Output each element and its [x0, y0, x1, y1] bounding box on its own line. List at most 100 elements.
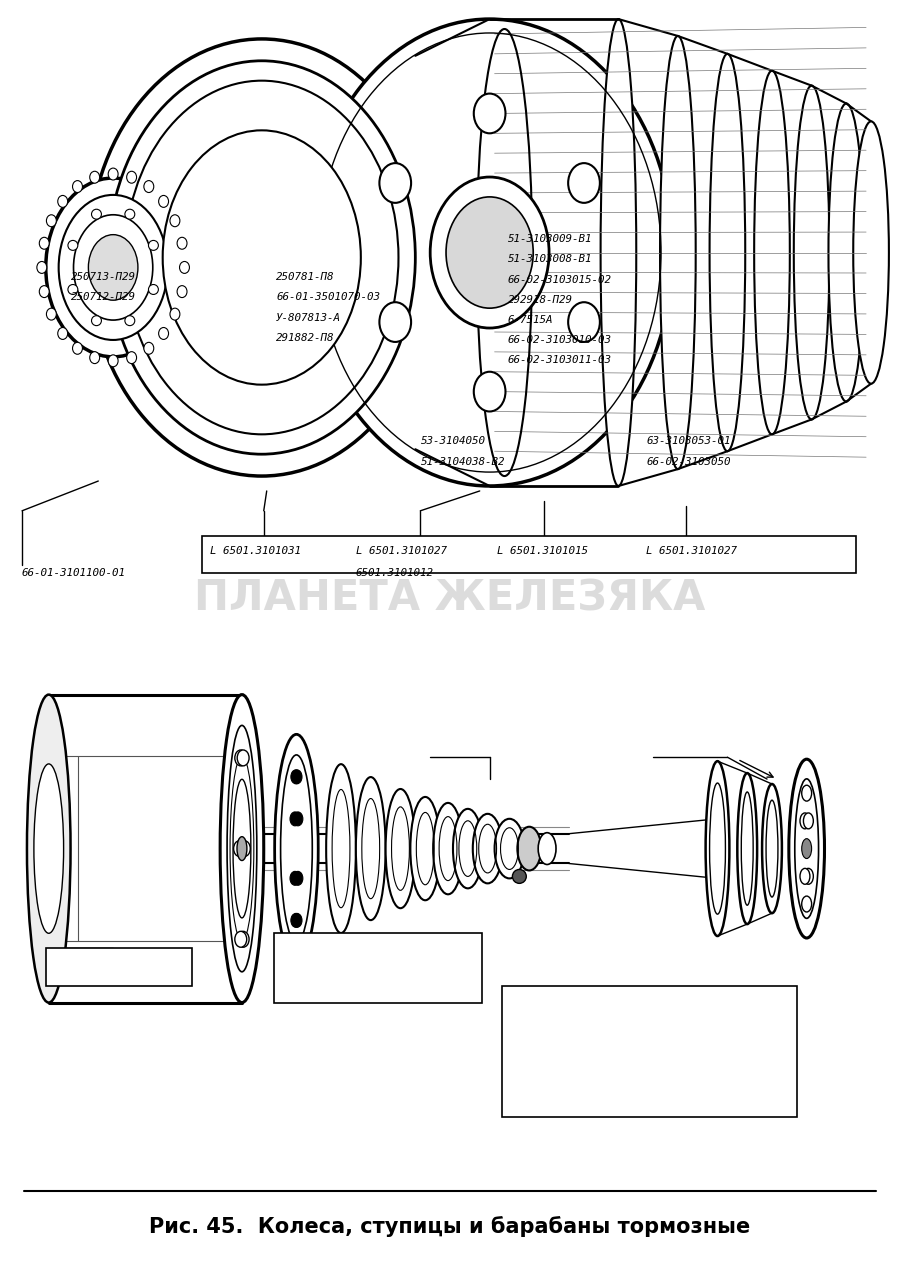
Ellipse shape	[292, 812, 303, 826]
Text: 66-02-3103011-03: 66-02-3103011-03	[508, 355, 612, 365]
Ellipse shape	[453, 809, 482, 888]
Text: 51-3103008-В1: 51-3103008-В1	[508, 254, 592, 265]
Ellipse shape	[804, 869, 814, 884]
Text: 53-3104050: 53-3104050	[421, 436, 487, 446]
Ellipse shape	[802, 785, 812, 801]
Ellipse shape	[709, 53, 745, 452]
Ellipse shape	[58, 327, 68, 340]
Ellipse shape	[68, 240, 77, 251]
Text: 6-7515А: 6-7515А	[508, 315, 554, 326]
Bar	[46, 948, 193, 986]
Text: Рис. 45.  Колеса, ступицы и барабаны тормозные: Рис. 45. Колеса, ступицы и барабаны торм…	[149, 1216, 751, 1236]
Ellipse shape	[804, 813, 814, 829]
Text: 66-02-3103015-02: 66-02-3103015-02	[508, 275, 612, 285]
Ellipse shape	[235, 750, 247, 766]
Ellipse shape	[88, 234, 138, 300]
Bar	[274, 934, 482, 1002]
Ellipse shape	[158, 196, 168, 207]
Ellipse shape	[737, 773, 757, 923]
Ellipse shape	[754, 71, 790, 434]
Ellipse shape	[430, 177, 549, 328]
Text: У-807813-А: У-807813-А	[276, 313, 341, 323]
Ellipse shape	[853, 121, 889, 384]
Ellipse shape	[177, 286, 187, 298]
Ellipse shape	[235, 931, 247, 948]
Ellipse shape	[125, 315, 135, 326]
Ellipse shape	[237, 837, 247, 861]
Ellipse shape	[73, 342, 83, 355]
Ellipse shape	[73, 181, 83, 192]
Ellipse shape	[40, 286, 50, 298]
Ellipse shape	[108, 168, 118, 181]
Ellipse shape	[88, 39, 435, 476]
Ellipse shape	[92, 315, 102, 326]
Ellipse shape	[380, 303, 411, 342]
Ellipse shape	[40, 238, 50, 249]
Ellipse shape	[802, 895, 812, 912]
Ellipse shape	[446, 197, 533, 308]
Text: 292918-П29: 292918-П29	[508, 295, 573, 305]
Ellipse shape	[148, 240, 158, 251]
Ellipse shape	[125, 80, 399, 434]
Ellipse shape	[148, 285, 158, 294]
Text: 66-02-3103050: 66-02-3103050	[646, 457, 731, 467]
Ellipse shape	[163, 130, 361, 384]
Ellipse shape	[125, 209, 135, 219]
Ellipse shape	[90, 351, 100, 364]
Ellipse shape	[385, 789, 415, 908]
Ellipse shape	[177, 238, 187, 249]
Ellipse shape	[46, 178, 181, 357]
Text: 250781-П8: 250781-П8	[276, 272, 335, 282]
Ellipse shape	[127, 351, 137, 364]
Ellipse shape	[568, 303, 600, 342]
Ellipse shape	[58, 196, 68, 207]
Text: 66-02-3103010-03: 66-02-3103010-03	[508, 336, 612, 345]
Text: 250712-П29: 250712-П29	[71, 293, 136, 303]
Ellipse shape	[706, 761, 729, 936]
Ellipse shape	[220, 695, 264, 1002]
Ellipse shape	[292, 913, 302, 927]
Ellipse shape	[170, 215, 180, 226]
Ellipse shape	[74, 215, 153, 321]
Ellipse shape	[473, 371, 506, 411]
Ellipse shape	[158, 327, 168, 340]
Ellipse shape	[600, 19, 636, 486]
Ellipse shape	[660, 36, 696, 469]
Text: 63-3103053-01: 63-3103053-01	[646, 436, 731, 446]
Ellipse shape	[794, 85, 830, 420]
Ellipse shape	[92, 209, 102, 219]
Bar	[202, 536, 856, 574]
Ellipse shape	[47, 215, 57, 226]
Ellipse shape	[512, 870, 526, 883]
Ellipse shape	[144, 181, 154, 192]
Ellipse shape	[326, 764, 356, 934]
Ellipse shape	[495, 819, 525, 879]
Ellipse shape	[58, 195, 167, 340]
Ellipse shape	[292, 871, 303, 885]
Ellipse shape	[108, 61, 415, 454]
Text: 66-01-3501070-03: 66-01-3501070-03	[276, 293, 380, 303]
Ellipse shape	[292, 770, 302, 784]
Ellipse shape	[568, 163, 600, 202]
Ellipse shape	[800, 869, 810, 884]
Ellipse shape	[380, 163, 411, 202]
Text: 51-3103009-В1: 51-3103009-В1	[508, 234, 592, 244]
Ellipse shape	[238, 750, 249, 766]
Ellipse shape	[27, 695, 70, 1002]
Ellipse shape	[144, 342, 154, 355]
Ellipse shape	[518, 827, 541, 870]
Text: L 6501.3101031: L 6501.3101031	[211, 546, 302, 556]
Ellipse shape	[472, 814, 502, 883]
Text: 51-3104038-В2: 51-3104038-В2	[421, 457, 506, 467]
Ellipse shape	[238, 931, 249, 948]
Ellipse shape	[47, 308, 57, 321]
Ellipse shape	[274, 734, 319, 963]
Ellipse shape	[68, 285, 77, 294]
Ellipse shape	[108, 355, 118, 366]
Text: L 6501.3101027: L 6501.3101027	[356, 546, 447, 556]
Ellipse shape	[410, 798, 440, 901]
Ellipse shape	[127, 172, 137, 183]
Text: 6501.3101012: 6501.3101012	[356, 569, 434, 579]
Ellipse shape	[291, 913, 301, 927]
Text: ПЛАНЕТА ЖЕЛЕЗЯКА: ПЛАНЕТА ЖЕЛЕЗЯКА	[194, 577, 706, 619]
